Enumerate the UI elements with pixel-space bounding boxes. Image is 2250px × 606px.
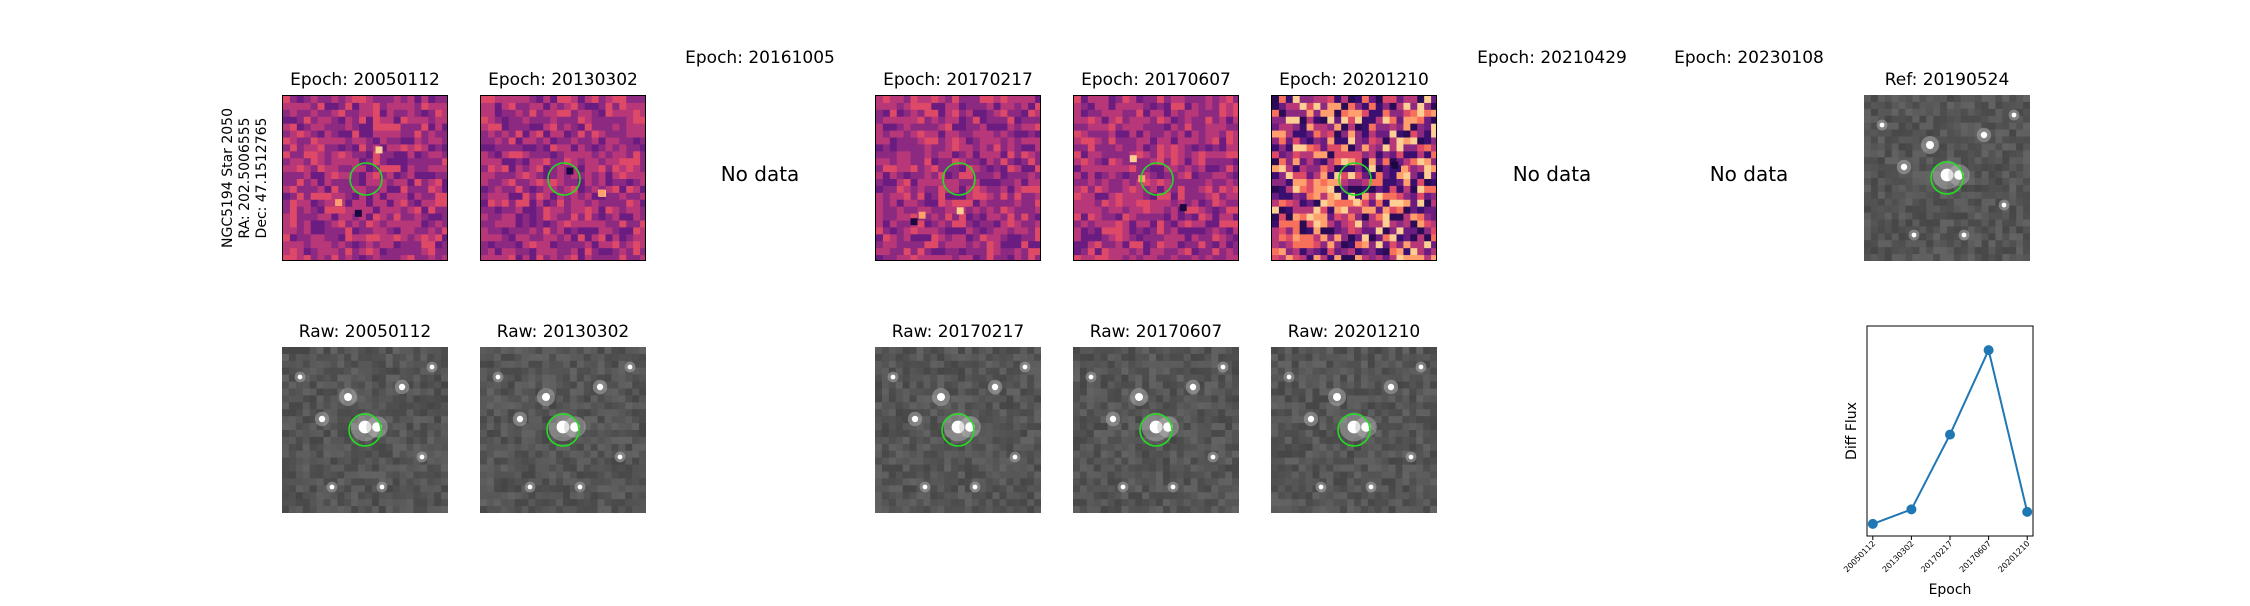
x-tick-label: 20130302	[1881, 539, 1916, 574]
ref-image-20190524	[1864, 95, 2030, 261]
raw-image-20170217	[875, 347, 1041, 513]
no-data-20161005: No data	[677, 162, 843, 186]
raw-title-2: Raw: 20130302	[480, 322, 646, 342]
ref-title: Ref: 20190524	[1864, 70, 2030, 90]
epoch-title-1: Epoch: 20050112	[282, 70, 448, 90]
raw-image-20201210	[1271, 347, 1437, 513]
raw-image-pixels	[282, 347, 448, 513]
epoch-title-4: Epoch: 20170217	[875, 70, 1041, 90]
epoch-title-5: Epoch: 20170607	[1073, 70, 1239, 90]
raw-title-4: Raw: 20170607	[1073, 322, 1239, 342]
x-tick-label: 20170217	[1919, 539, 1954, 574]
diff-image-pixels	[1074, 96, 1239, 261]
no-data-20230108: No data	[1666, 162, 1832, 186]
diff-image-pixels	[1272, 96, 1437, 261]
raw-image-pixels	[1271, 347, 1437, 513]
diff-image-20170217	[875, 95, 1041, 261]
epoch-title-7: Epoch: 20210429	[1469, 48, 1635, 68]
star-ra: RA: 202.5006555	[237, 117, 253, 238]
x-axis-label: Epoch	[1929, 582, 1972, 598]
raw-image-pixels	[480, 347, 646, 513]
epoch-title-3: Epoch: 20161005	[677, 48, 843, 68]
no-data-20210429: No data	[1469, 162, 1635, 186]
data-point	[1868, 519, 1878, 529]
diff-image-pixels	[876, 96, 1041, 261]
raw-image-pixels	[875, 347, 1041, 513]
diff-image-pixels	[481, 96, 646, 261]
star-label: NGC5194 Star 2050 RA: 202.5006555 Dec: 4…	[218, 108, 278, 248]
raw-image-20050112	[282, 347, 448, 513]
raw-title-3: Raw: 20170217	[875, 322, 1041, 342]
data-point	[1906, 504, 1916, 514]
raw-title-5: Raw: 20201210	[1271, 322, 1437, 342]
x-tick-label: 20201210	[1996, 539, 2031, 574]
x-tick-label: 20050112	[1842, 539, 1877, 574]
diff-image-pixels	[283, 96, 448, 261]
star-dec: Dec: 47.1512765	[254, 118, 270, 239]
raw-image-pixels	[1073, 347, 1239, 513]
raw-image-20130302	[480, 347, 646, 513]
diff-image-20170607	[1073, 95, 1239, 261]
epoch-title-2: Epoch: 20130302	[480, 70, 646, 90]
epoch-title-6: Epoch: 20201210	[1271, 70, 1437, 90]
x-tick-label: 20170607	[1958, 539, 1993, 574]
raw-title-1: Raw: 20050112	[282, 322, 448, 342]
raw-image-pixels	[1864, 95, 2030, 261]
y-axis-label: Diff Flux	[1844, 402, 1860, 460]
diff-image-20130302	[480, 95, 646, 261]
data-point	[2022, 507, 2032, 517]
epoch-title-8: Epoch: 20230108	[1666, 48, 1832, 68]
raw-image-20170607	[1073, 347, 1239, 513]
star-name: NGC5194 Star 2050	[220, 108, 236, 248]
data-point	[1984, 345, 1994, 355]
diff-image-20050112	[282, 95, 448, 261]
diff-image-20201210	[1271, 95, 1437, 261]
data-point	[1945, 430, 1955, 440]
